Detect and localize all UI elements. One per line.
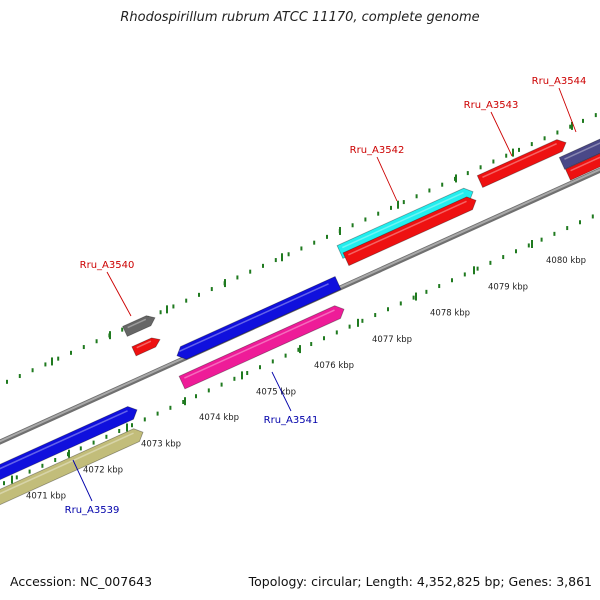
- gene-arrow-slate-highlight: [564, 142, 600, 160]
- gene-arrow-pink: [178, 305, 345, 390]
- gene-arrow-red-small: [131, 337, 161, 357]
- gene-arrow-gray: [122, 315, 156, 337]
- gene-arrow-khaki-highlight: [0, 432, 134, 495]
- scale-tick-label: 4078 kbp: [430, 309, 470, 319]
- scale-tick-label: 4072 kbp: [83, 466, 123, 476]
- genome-stats-text: Topology: circular; Length: 4,352,825 bp…: [248, 574, 592, 589]
- gene-leader-line: [376, 156, 398, 202]
- scale-tick-label: 4079 kbp: [488, 282, 528, 292]
- scale-tick-label: 4077 kbp: [372, 335, 412, 345]
- gene-label: Rru_A3543: [464, 100, 519, 111]
- gene-arrow-slate: [558, 138, 600, 170]
- gene-label: Rru_A3539: [65, 505, 120, 516]
- gene-label: Rru_A3541: [264, 415, 319, 426]
- gene-leader-line: [271, 371, 292, 412]
- gene-arrow-red-small-highlight: [136, 340, 152, 349]
- gene-arrow-red-3: [564, 153, 600, 181]
- gene-arrow-blue-2-highlight: [179, 283, 329, 353]
- gene-arrow-pink-highlight: [184, 309, 335, 379]
- scale-tick-label: 4073 kbp: [141, 439, 181, 449]
- gene-arrow-red-3-highlight: [570, 156, 600, 172]
- gene-label: Rru_A3544: [532, 76, 587, 87]
- gene-arrow-blue: [0, 406, 138, 481]
- gene-label: Rru_A3540: [80, 260, 135, 271]
- scale-tick-label: 4071 kbp: [26, 492, 66, 502]
- gene-arrow-cyan-highlight: [342, 191, 464, 249]
- gene-label: Rru_A3542: [350, 145, 405, 156]
- gene-arrow-khaki: [0, 428, 144, 506]
- gene-leader-line: [106, 271, 132, 317]
- map-title: Rhodospirillum rubrum ATCC 11170, comple…: [120, 10, 480, 25]
- scale-tick-label: 4080 kbp: [546, 256, 586, 266]
- gene-leader-line: [72, 459, 93, 502]
- gene-arrow-red: [476, 139, 567, 189]
- scale-tick-label: 4075 kbp: [256, 387, 296, 397]
- scale-tick-label: 4076 kbp: [314, 361, 354, 371]
- scale-tick-label: 4074 kbp: [199, 413, 239, 423]
- gene-leader-line: [490, 111, 513, 157]
- gene-arrow-red-highlight: [482, 143, 557, 178]
- gene-arrow-blue-highlight: [0, 410, 128, 470]
- gene-arrow-gray-highlight: [127, 318, 147, 329]
- gene-leader-line: [558, 87, 577, 133]
- gene-arrow-red-2: [342, 196, 477, 267]
- gene-arrow-red-2-highlight: [348, 200, 467, 256]
- gene-arrow-blue-2: [176, 275, 342, 360]
- accession-text: Accession: NC_007643: [10, 574, 153, 589]
